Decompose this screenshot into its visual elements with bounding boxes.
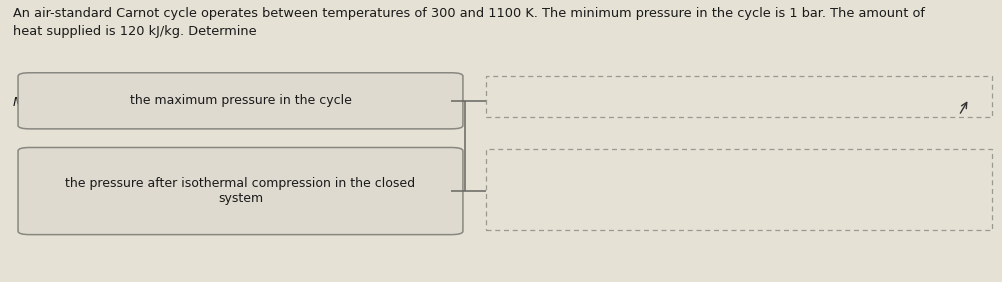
Bar	[486, 149, 992, 230]
Bar	[486, 76, 992, 117]
Text: Match each item to a choice:: Match each item to a choice:	[13, 96, 199, 109]
Text: An air-standard Carnot cycle operates between temperatures of 300 and 1100 K. Th: An air-standard Carnot cycle operates be…	[13, 7, 925, 38]
FancyBboxPatch shape	[18, 73, 463, 129]
FancyBboxPatch shape	[18, 147, 463, 235]
Text: the maximum pressure in the cycle: the maximum pressure in the cycle	[129, 94, 352, 107]
Text: the pressure after isothermal compression in the closed
system: the pressure after isothermal compressio…	[65, 177, 416, 205]
